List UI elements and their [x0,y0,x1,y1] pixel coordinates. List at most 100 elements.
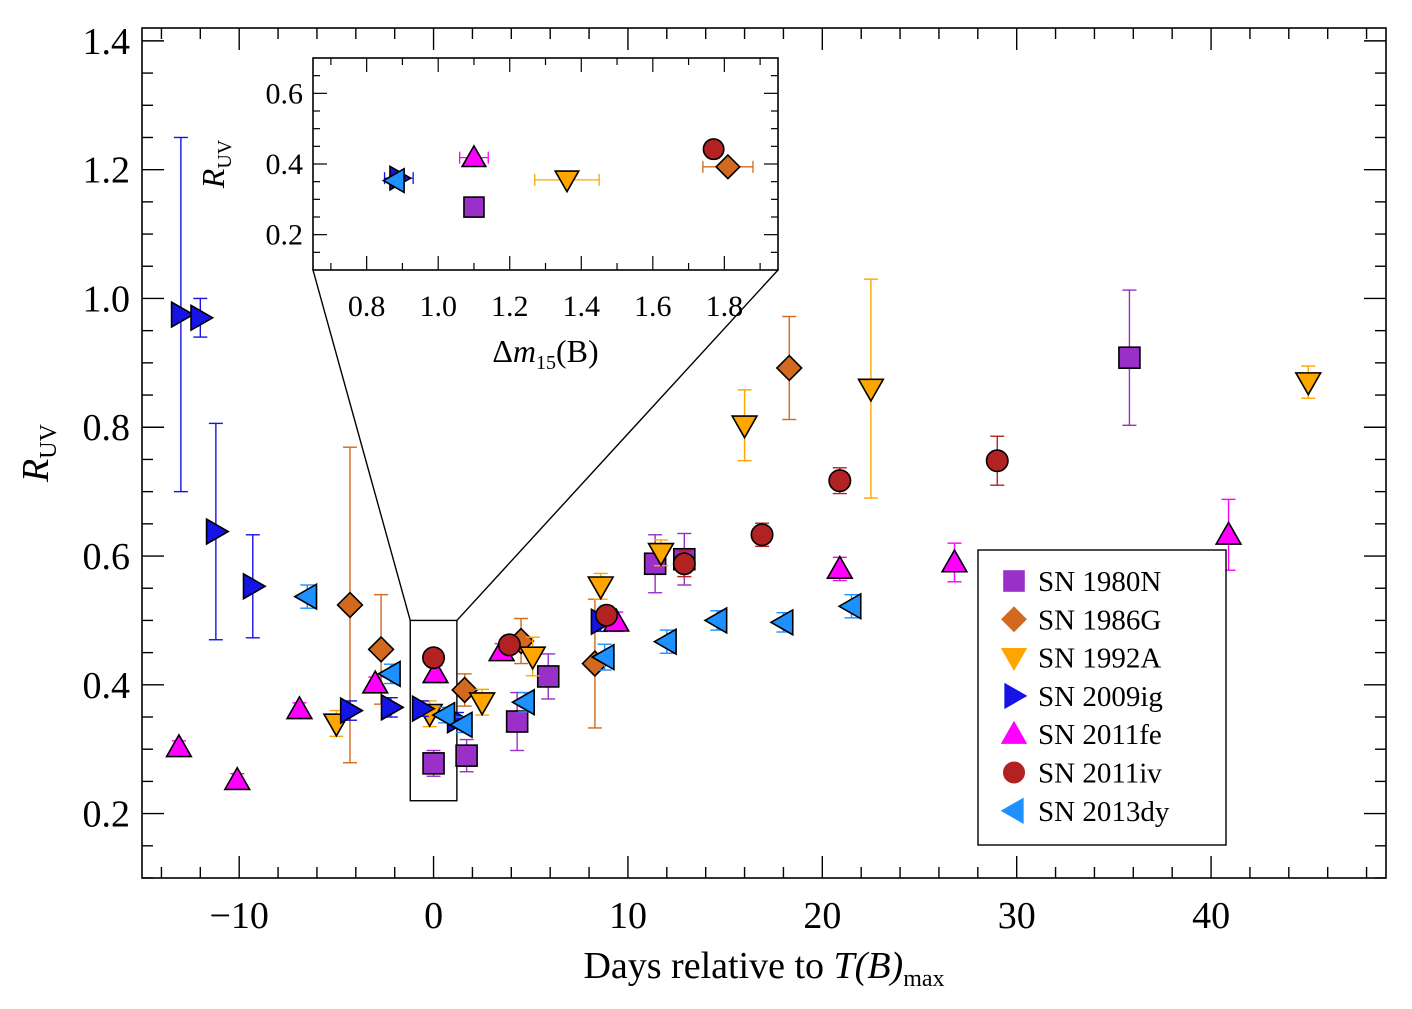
inset-plot-area: 0.8 1.0 1.2 1.4 1.6 1.8 0.2 0.4 0.6 Δm15(B) RUV [195,57,779,374]
legend-item: SN 2013dy [1000,796,1170,828]
main-plot-area: −10 0 10 20 30 40 0.2 0.4 0.6 0.8 1.0 1.2 1.4 Days re… [15,21,1387,992]
x-tick-label: −10 [209,895,268,937]
data-point [647,542,675,567]
legend-marker [1000,720,1028,744]
data-point [750,523,774,547]
series-sn-2011iv [422,435,1009,670]
data-point [205,517,230,546]
data-point [518,646,547,671]
legend-marker [1000,647,1028,672]
data-point [505,710,529,733]
data-point [826,554,854,580]
data-point [652,627,677,656]
data-point [857,378,885,403]
data-point [380,693,405,722]
inset-data-point [463,196,485,218]
inset-point-sn-1980n [463,196,485,218]
y-axis-title: RUV [15,423,62,483]
data-point [1118,346,1141,369]
inset-x-tick-label: 1.0 [419,290,457,323]
inset-y-tick-label: 0.6 [266,77,304,110]
legend-label: SN 1992A [1038,643,1161,675]
inset-y-axis-title: RUV [195,139,236,189]
inset-y-tick-label: 0.4 [266,148,304,181]
data-point [497,633,521,657]
data-point [223,766,252,791]
inset-point-sn-2013dy [381,167,405,194]
inset-point-sn-2011fe [459,144,489,168]
data-point [775,354,803,382]
data-point [985,449,1009,473]
data-point [455,744,478,767]
inset-x-axis-title: Δm15(B) [492,333,598,374]
data-point [336,591,364,619]
data-point [361,669,390,694]
legend-item: SN 1992A [1000,643,1161,675]
y-tick-label: 0.4 [83,665,131,707]
data-point [165,733,193,758]
data-point [940,548,969,573]
legend-label: SN 1986G [1038,604,1161,636]
plot-frame [141,27,1387,879]
inset-x-tick-label: 1.8 [706,290,744,323]
data-point [672,552,696,576]
y-tick-label: 1.4 [83,21,131,63]
series-sn-1992a [322,278,1323,738]
data-point [837,592,862,621]
inset-x-tick-label: 1.6 [634,290,672,323]
data-point [1294,372,1323,397]
legend-marker [1003,570,1025,592]
legend-marker [1000,797,1024,824]
data-point [170,300,195,329]
data-point [421,659,450,684]
data-point [242,572,267,601]
data-point [422,646,446,670]
data-point [422,752,445,775]
data-point [590,643,615,671]
highlight-box [409,619,458,802]
inset-y-tick-label: 0.2 [266,219,304,252]
inset-x-tick-label: 0.8 [348,290,386,323]
legend-label: SN 2013dy [1038,796,1170,828]
inset-connector-right [456,269,779,621]
legend-label: SN 1980N [1038,566,1161,598]
x-tick-label: 40 [1192,895,1230,937]
inset-data-point [702,138,725,161]
inset-point-sn-2011iv [702,138,725,161]
y-tick-label: 0.6 [83,536,131,578]
data-point [411,694,436,723]
legend-item: SN 1986G [1001,604,1161,636]
legend-marker [1001,606,1027,633]
x-tick-label: 0 [424,895,443,937]
inset-x-tick-label: 1.4 [563,290,601,323]
legend-label: SN 2011iv [1038,758,1162,790]
inset-frame [312,57,779,271]
data-point [367,635,395,663]
inset-connector-left [312,269,411,621]
data-point [828,469,852,493]
y-tick-label: 0.2 [83,794,131,836]
inset-point-sn-1986g [702,153,754,180]
data-point [510,688,536,716]
data-point [376,660,401,688]
data-point [468,692,496,717]
legend-item: SN 2011fe [1000,719,1162,751]
inset-data-point [553,170,581,194]
legend-item: SN 2009ig [1004,681,1163,713]
data-point [190,304,215,332]
data-point [595,603,619,627]
data-point [339,696,364,725]
data-point [536,665,560,688]
inset-data-point [714,153,741,180]
legend-marker [1004,682,1028,710]
series-sn-2013dy [293,582,862,739]
data-point [586,576,615,601]
y-tick-label: 1.0 [83,278,131,320]
data-point [293,582,318,611]
x-tick-label: 30 [998,895,1036,937]
y-tick-label: 1.2 [83,150,131,192]
data-point [769,608,794,637]
legend-label: SN 2011fe [1038,719,1162,751]
data-point [285,695,314,720]
